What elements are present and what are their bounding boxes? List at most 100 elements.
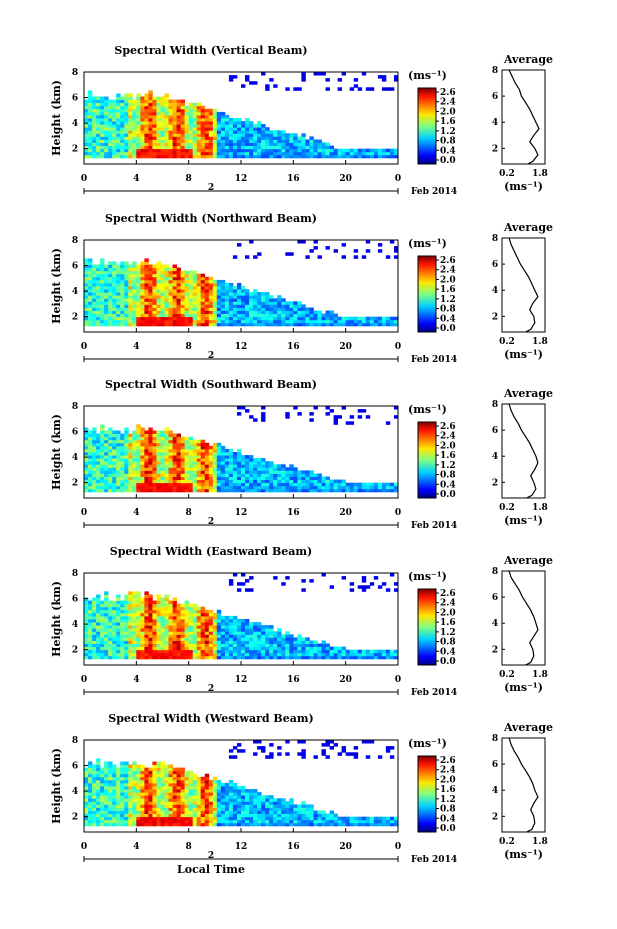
- heatmap-cell: [152, 304, 157, 308]
- heatmap-cell: [208, 295, 214, 299]
- heatmap-cell: [156, 631, 161, 635]
- heatmap-cell: [172, 597, 177, 601]
- x-tick-label: 20: [339, 675, 352, 685]
- heatmap-cell: [156, 304, 161, 308]
- heatmap-cell: [196, 606, 202, 611]
- profile-x-tick-label: 1.8: [532, 169, 548, 179]
- heatmap-cell: [180, 640, 185, 644]
- heatmap-cell: [212, 822, 218, 827]
- heatmap-cell: [92, 640, 97, 644]
- heatmap-cell: [188, 154, 194, 159]
- heatmap-cell: [196, 301, 202, 305]
- heatmap-cell: [88, 108, 93, 113]
- heatmap-cell: [249, 319, 254, 324]
- heatmap-cell: [196, 782, 202, 787]
- heatmap-cell: [200, 145, 206, 150]
- heatmap-cell: [289, 479, 294, 484]
- heatmap-cell: [361, 649, 367, 654]
- heatmap-cell: [394, 406, 399, 410]
- heatmap-cell: [164, 631, 169, 635]
- heatmap-cell: [261, 625, 266, 629]
- heatmap-cell: [164, 264, 169, 268]
- heatmap-cell: [104, 816, 109, 821]
- heatmap-cell: [184, 476, 189, 480]
- heatmap-cell: [293, 473, 298, 477]
- heatmap-cell: [228, 807, 234, 811]
- heatmap-cell: [84, 145, 89, 150]
- heatmap-cell: [176, 603, 181, 608]
- heatmap-cell: [192, 452, 198, 456]
- heatmap-cell: [164, 649, 169, 654]
- heatmap-cell: [120, 488, 125, 493]
- heatmap-cell: [365, 154, 371, 159]
- heatmap-cell: [381, 148, 387, 153]
- heatmap-cell: [88, 822, 93, 827]
- heatmap-cell: [196, 279, 202, 284]
- heatmap-cell: [96, 779, 101, 784]
- heatmap-cell: [108, 615, 113, 620]
- heatmap-cell: [108, 612, 113, 617]
- heatmap-cell: [92, 445, 97, 450]
- heatmap-cell: [96, 455, 101, 459]
- heatmap-cell: [112, 625, 117, 629]
- heatmap-cell: [96, 452, 101, 456]
- heatmap-cell: [168, 476, 173, 480]
- heatmap-cell: [281, 649, 286, 654]
- heatmap-cell: [128, 643, 133, 647]
- heatmap-cell: [152, 634, 157, 638]
- heatmap-cell: [297, 313, 302, 318]
- heatmap-cell: [128, 786, 133, 790]
- heatmap-cell: [84, 609, 89, 614]
- heatmap-cell: [172, 461, 177, 465]
- heatmap-cell: [192, 634, 198, 638]
- heatmap-cell: [104, 436, 109, 441]
- heatmap-cell: [100, 430, 105, 434]
- heatmap-cell: [285, 576, 290, 580]
- heatmap-cell: [341, 151, 346, 156]
- x-tick-label: 12: [235, 342, 248, 352]
- heatmap-cell: [245, 154, 250, 159]
- heatmap-cell: [204, 631, 210, 635]
- heatmap-cell: [184, 273, 189, 278]
- heatmap-cell: [160, 822, 165, 827]
- heatmap-cell: [277, 139, 282, 143]
- heatmap-cell: [285, 136, 290, 140]
- heatmap-cell: [164, 488, 169, 493]
- heatmap-cell: [192, 130, 198, 134]
- heatmap-cell: [293, 652, 298, 657]
- heatmap-cell: [180, 142, 185, 146]
- heatmap-cell: [92, 458, 97, 462]
- heatmap-cell: [325, 655, 330, 660]
- heatmap-cell: [301, 488, 306, 493]
- heatmap-cell: [176, 282, 181, 287]
- heatmap-cell: [140, 286, 145, 290]
- heatmap-cell: [144, 779, 149, 784]
- heatmap-cell: [156, 615, 161, 620]
- heatmap-cell: [228, 142, 234, 146]
- heatmap-cell: [164, 295, 169, 299]
- heatmap-cell: [224, 804, 230, 808]
- heatmap-cell: [301, 646, 306, 651]
- heatmap-cell: [100, 276, 105, 281]
- heatmap-cell: [132, 615, 137, 620]
- heatmap-cell: [208, 801, 214, 805]
- heatmap-cell: [184, 637, 189, 641]
- heatmap-cell: [132, 822, 137, 827]
- heatmap-cell: [112, 455, 117, 459]
- heatmap-cell: [357, 649, 363, 654]
- heatmap-cell: [164, 597, 169, 601]
- heatmap-cell: [180, 316, 185, 321]
- heatmap-cell: [273, 631, 278, 635]
- heatmap-cell: [92, 313, 97, 318]
- heatmap-cell: [297, 304, 302, 308]
- heatmap-cell: [341, 479, 346, 484]
- heatmap-cell: [168, 822, 173, 827]
- heatmap-cell: [301, 142, 306, 146]
- heatmap-cell: [241, 631, 246, 635]
- heatmap-cell: [168, 619, 173, 623]
- heatmap-cell: [128, 154, 133, 159]
- heatmap-cell: [160, 289, 165, 293]
- heatmap-cell: [84, 118, 89, 122]
- heatmap-cell: [136, 813, 141, 818]
- heatmap-cell: [108, 304, 113, 308]
